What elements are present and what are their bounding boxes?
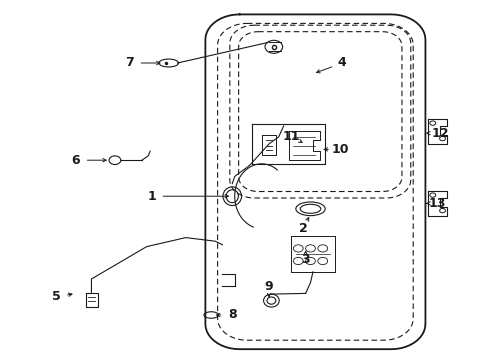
Text: 1: 1 [147, 190, 156, 203]
Text: 7: 7 [125, 57, 134, 69]
Text: 6: 6 [71, 154, 80, 167]
Text: 13: 13 [428, 197, 446, 210]
Text: 5: 5 [52, 291, 61, 303]
Text: 9: 9 [264, 280, 273, 293]
Text: 12: 12 [430, 127, 448, 140]
Text: 8: 8 [227, 309, 236, 321]
Text: 3: 3 [301, 253, 309, 266]
Text: 10: 10 [330, 143, 348, 156]
Text: 11: 11 [282, 130, 299, 143]
Text: 2: 2 [298, 222, 307, 235]
Text: 4: 4 [337, 57, 346, 69]
